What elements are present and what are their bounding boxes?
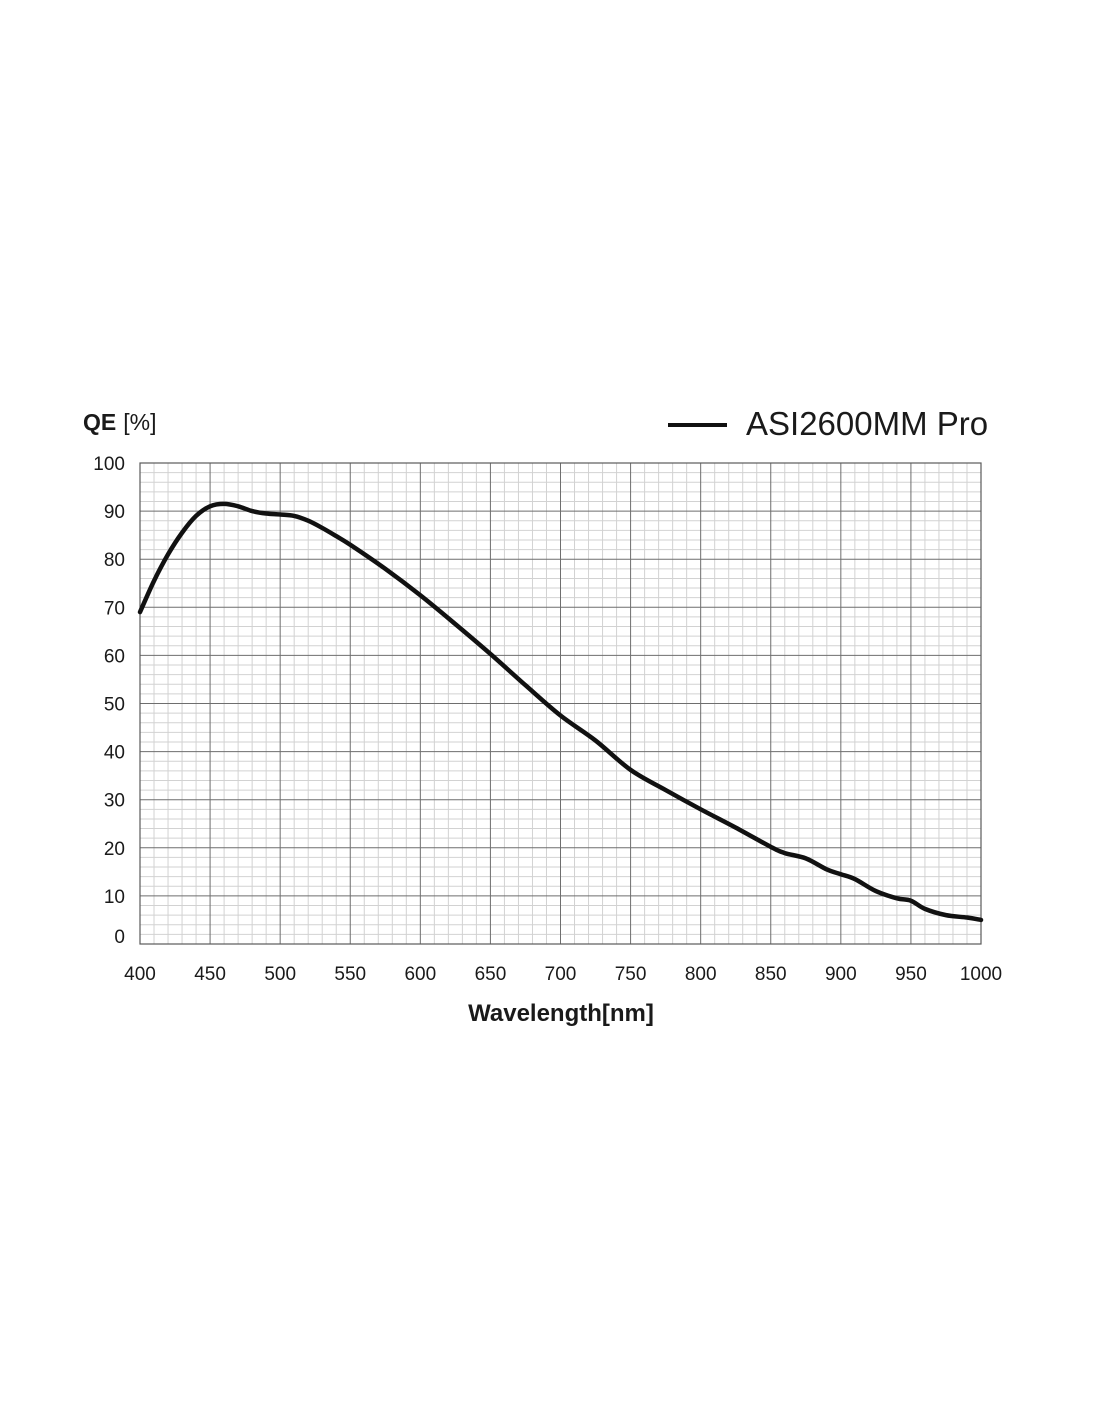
y-axis-label-unit: [%] <box>123 409 156 435</box>
y-tick-label: 30 <box>104 791 125 812</box>
x-tick-label: 450 <box>194 964 226 985</box>
y-tick-label: 20 <box>104 839 125 860</box>
x-tick-label: 700 <box>545 964 577 985</box>
y-axis-label: QE [%] <box>83 409 156 435</box>
y-tick-labels: 0 10 20 30 40 50 60 70 80 90 100 <box>93 454 125 948</box>
x-tick-label: 950 <box>895 964 927 985</box>
y-tick-label: 80 <box>104 550 125 571</box>
y-tick-label: 90 <box>104 502 125 523</box>
y-tick-label: 50 <box>104 695 125 716</box>
legend: ASI2600MM Pro <box>668 405 988 442</box>
series-line <box>137 501 984 923</box>
y-tick-label: 40 <box>104 743 125 764</box>
x-tick-label: 600 <box>404 964 436 985</box>
x-tick-label: 400 <box>124 964 156 985</box>
x-tick-label: 800 <box>685 964 717 985</box>
x-axis-label: Wavelength[nm] <box>468 1000 654 1027</box>
x-tick-label: 550 <box>334 964 366 985</box>
x-tick-labels: 400 450 500 550 600 650 700 750 800 850 900 950 1000 <box>124 964 1002 985</box>
x-tick-label: 650 <box>475 964 507 985</box>
x-tick-label: 900 <box>825 964 857 985</box>
x-tick-label: 1000 <box>960 964 1002 985</box>
y-tick-label: 0 <box>114 927 125 948</box>
series-layer <box>137 501 984 923</box>
plot-area-border <box>139 462 982 945</box>
y-tick-label: 100 <box>93 454 125 475</box>
y-axis-label-main: QE <box>83 409 116 435</box>
y-tick-label: 70 <box>104 598 125 619</box>
x-tick-label: 500 <box>264 964 296 985</box>
major-grid <box>139 462 982 945</box>
legend-label: ASI2600MM Pro <box>746 405 988 442</box>
x-tick-label: 850 <box>755 964 787 985</box>
x-tick-label: 750 <box>615 964 647 985</box>
y-tick-label: 60 <box>104 646 125 667</box>
y-tick-label: 10 <box>104 887 125 908</box>
